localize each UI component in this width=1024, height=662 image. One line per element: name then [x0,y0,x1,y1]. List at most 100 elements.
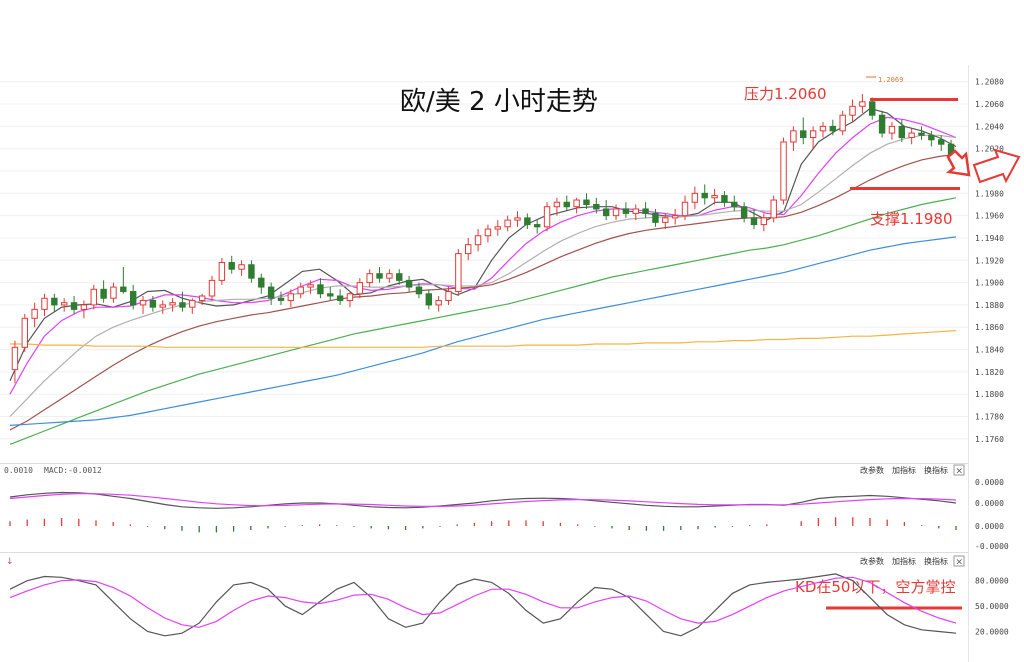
price-tick-label: 1.1760 [975,435,1004,444]
moving-average-lines [9,107,957,445]
price-tick-label: 1.1960 [975,212,1004,221]
candle [869,97,876,120]
candle [149,296,157,312]
candle-body [425,293,433,306]
price-tick-label: 1.1780 [975,413,1004,422]
candle-body [366,273,373,284]
candle [740,202,748,223]
candle [169,298,176,312]
price-tick-label: 1.2020 [975,145,1004,154]
macd-switch-indicator-button[interactable]: 换指标 [924,465,948,475]
candle [938,135,945,151]
candle [396,269,403,285]
kd-tick-label: 80.0000 [975,577,1009,586]
candle [465,237,472,261]
candle-body [21,317,28,348]
candlesticks [11,94,955,384]
candle [129,284,137,310]
candle-body [248,264,255,279]
candle [632,204,639,221]
candle-body [60,302,68,306]
candle-body [849,105,856,116]
kd-switch-indicator-button[interactable]: 换指标 [924,556,948,566]
candle [80,300,88,319]
candle-body [553,201,561,208]
candle [336,289,344,305]
price-tick-label: 1.1980 [975,189,1004,198]
price-tick-label: 1.2040 [975,122,1004,131]
candle-body [297,286,304,295]
candle-body [70,302,78,310]
price-tick-label: 1.1820 [975,368,1004,377]
ma-line [9,236,957,426]
candle [277,291,285,305]
candle-body [277,297,285,301]
candle [238,260,245,276]
chart-title: 欧/美 2 小时走势 [400,87,598,117]
candle-body [346,293,354,301]
candle [504,215,511,232]
kd-close-icon: × [956,558,964,568]
kd-d-line [9,576,957,628]
candle [455,249,462,296]
candle-body [662,217,669,223]
kd-tick-label: 20.0000 [975,628,1009,637]
candle [918,126,925,140]
candle-body [31,308,38,319]
candle [593,197,600,214]
candle-body [258,277,265,288]
candle-body [652,212,659,223]
candle-body [41,297,48,310]
price-tick-label: 1.1940 [975,234,1004,243]
candle [386,269,393,283]
candle [484,224,492,243]
candle [307,280,314,294]
candle-body [159,304,166,308]
price-tick-label: 1.1920 [975,256,1004,265]
candle [622,202,630,218]
candle [849,99,856,122]
candle-body [445,291,452,301]
candle [494,220,501,236]
candle [248,260,255,283]
candle [139,296,147,314]
macd-signal [9,493,957,507]
candle [898,119,906,142]
candle-body [474,235,482,246]
candle [297,282,304,299]
kd-edit-params-button[interactable]: 改参数 [860,556,884,566]
candle [662,213,669,230]
macd-edit-params-button[interactable]: 改参数 [860,465,884,475]
candle-body [819,125,827,132]
candle [928,130,935,147]
candle [602,200,610,221]
candle-body [681,201,689,217]
kd-add-indicator-button[interactable]: 加指标 [892,556,916,566]
candle [908,128,915,145]
candle [31,302,38,328]
candle-body [908,132,915,139]
candle-body [336,295,344,301]
candle [445,287,452,305]
candle-body [533,224,541,228]
candle-body [671,215,679,219]
macd-close-button[interactable] [953,464,965,476]
candle [159,300,166,314]
candle-body [701,192,708,199]
candle [218,258,226,285]
candle-body [317,284,324,295]
candle-body [790,130,797,143]
candle [287,289,295,308]
macd-close-icon: × [956,467,964,477]
candle [563,195,570,212]
candle [60,298,68,312]
candle [415,282,423,299]
macd-add-indicator-button[interactable]: 加指标 [892,465,916,475]
kd-close-button[interactable] [953,555,965,567]
candle-body [642,208,649,214]
candle [524,213,531,230]
candle [671,208,679,225]
candle-body [612,208,620,217]
candle [878,110,886,138]
candle [100,280,107,303]
